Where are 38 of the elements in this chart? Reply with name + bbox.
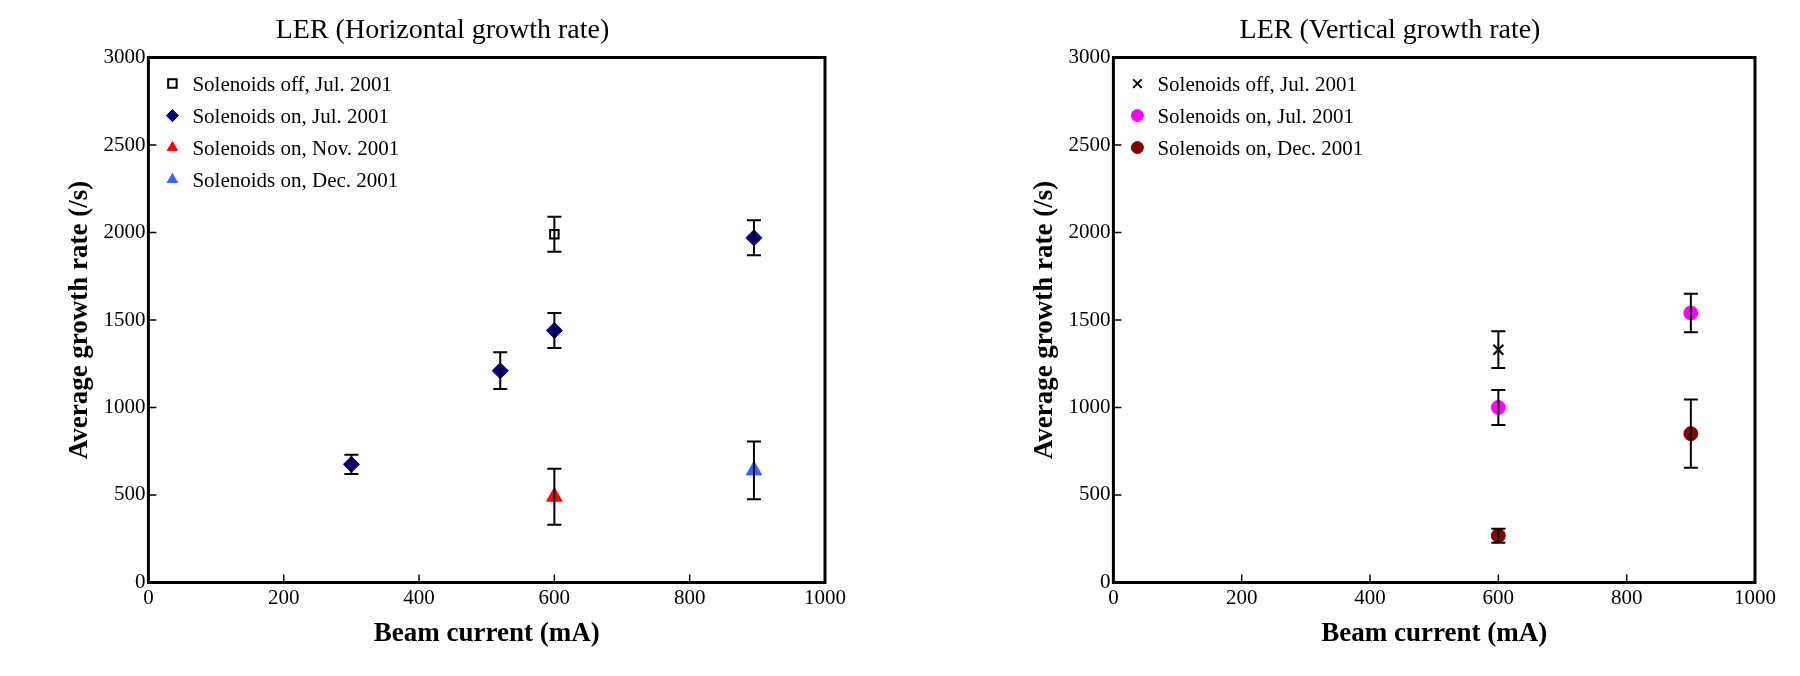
legend-label: Solenoids off, Jul. 2001 (192, 72, 393, 97)
y-tick-label: 2500 (103, 131, 146, 156)
y-tick-label: 1500 (103, 306, 146, 331)
x-axis-title: Beam current (mA) (373, 616, 600, 647)
y-axis-title: Average growth rate (/s) (63, 180, 94, 460)
x-tick-label: 400 (403, 584, 435, 609)
y-tick-label: 3000 (103, 44, 146, 69)
legend-label: Solenoids on, Jul. 2001 (1157, 104, 1355, 129)
x-tick-label: 600 (538, 584, 571, 609)
point (1492, 343, 1505, 356)
legend-label: Solenoids on, Nov. 2001 (192, 136, 400, 161)
x-axis-title: Beam current (mA) (1321, 616, 1548, 647)
y-tick-label: 1500 (1068, 306, 1111, 331)
legend-label: Solenoids on, Jul. 2001 (192, 104, 390, 129)
x-tick-label: 600 (1482, 584, 1515, 609)
y-tick-label: 2500 (1068, 131, 1111, 156)
chart-title: LER (Vertical growth rate) (1239, 13, 1541, 45)
y-tick-label: 2000 (1068, 219, 1111, 244)
x-tick-label: 200 (1225, 584, 1258, 609)
x-tick-label: 800 (1610, 584, 1643, 609)
x-tick-label: 800 (673, 584, 706, 609)
y-tick-label: 500 (113, 481, 146, 506)
y-tick-label: 2000 (103, 219, 146, 244)
x-tick-label: 200 (267, 584, 300, 609)
x-tick-label: 400 (1354, 584, 1386, 609)
y-tick-label: 3000 (1068, 44, 1111, 69)
y-tick-label: 1000 (103, 393, 146, 418)
y-axis-title: Average growth rate (/s) (1028, 180, 1059, 460)
y-tick-label: 0 (134, 568, 146, 593)
legend-label: Solenoids off, Jul. 2001 (1157, 72, 1358, 97)
legend-label: Solenoids on, Dec. 2001 (1157, 136, 1364, 161)
y-tick-label: 1000 (1068, 393, 1111, 418)
y-tick-label: 500 (1078, 481, 1111, 506)
legend-label: Solenoids on, Dec. 2001 (192, 168, 399, 193)
y-tick-label: 0 (1099, 568, 1111, 593)
x-tick-label: 1000 (1734, 584, 1776, 609)
x-tick-label: 1000 (804, 584, 846, 609)
chart-title: LER (Horizontal growth rate) (275, 13, 610, 45)
